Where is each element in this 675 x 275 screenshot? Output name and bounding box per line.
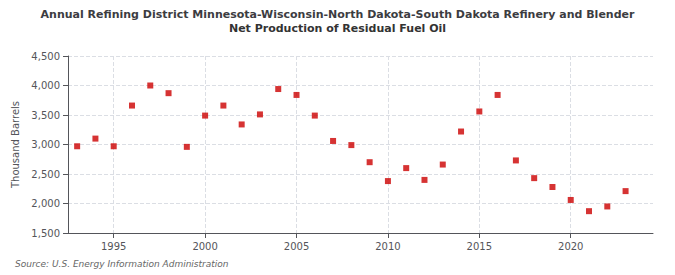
svg-text:Net Production of Residual Fue: Net Production of Residual Fuel Oil	[229, 22, 446, 35]
svg-text:2,000: 2,000	[31, 198, 60, 209]
svg-text:2000: 2000	[192, 241, 217, 252]
svg-text:4,000: 4,000	[31, 80, 60, 91]
svg-text:2,500: 2,500	[31, 169, 60, 180]
svg-text:1995: 1995	[101, 241, 126, 252]
svg-text:4,500: 4,500	[31, 51, 60, 62]
svg-text:1,500: 1,500	[31, 228, 60, 239]
svg-text:3,500: 3,500	[31, 110, 60, 121]
svg-text:2015: 2015	[467, 241, 492, 252]
svg-text:2005: 2005	[284, 241, 309, 252]
svg-text:2020: 2020	[558, 241, 583, 252]
svg-text:2010: 2010	[375, 241, 400, 252]
svg-text:Thousand Barrels: Thousand Barrels	[10, 101, 21, 189]
svg-text:Annual Refining District Minne: Annual Refining District Minnesota-Wisco…	[41, 8, 635, 21]
svg-text:3,000: 3,000	[31, 139, 60, 150]
svg-text:Source: U.S. Energy Informatio: Source: U.S. Energy Information Administ…	[15, 259, 229, 269]
